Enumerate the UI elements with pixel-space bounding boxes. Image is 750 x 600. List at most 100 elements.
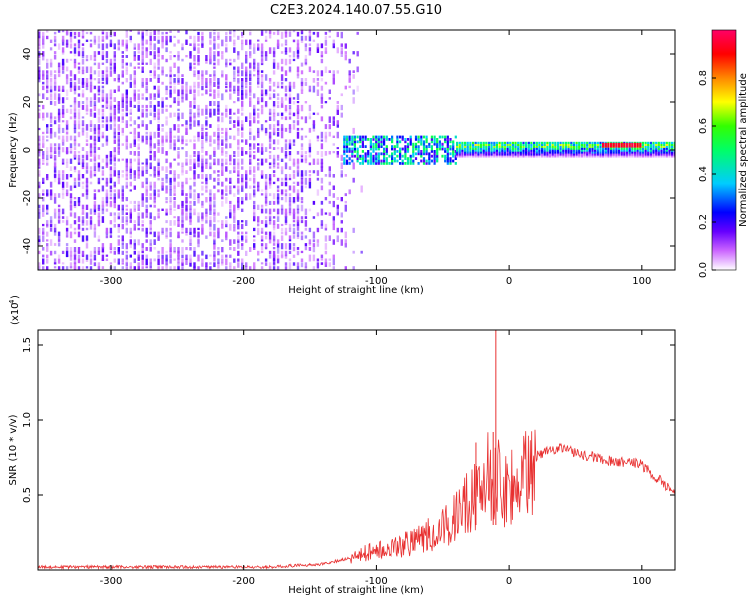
heatmap-cell-3709 xyxy=(649,145,652,148)
heatmap-cell-123 xyxy=(49,216,53,223)
heatmap-cell-1923 xyxy=(241,231,244,235)
heatmap-cell-892 xyxy=(129,174,132,180)
heatmap-cell-3723 xyxy=(655,149,658,152)
heatmap-cell-3404 xyxy=(548,147,552,150)
heatmap-cell-3007 xyxy=(420,154,423,158)
heatmap-cell-3327 xyxy=(522,141,525,144)
heatmap-cell-3379 xyxy=(541,149,544,152)
heatmap-cell-2173 xyxy=(268,193,272,197)
heatmap-cell-2711 xyxy=(340,174,343,178)
heatmap-cell-481 xyxy=(85,97,89,101)
heatmap-cell-1652 xyxy=(209,85,212,92)
heatmap-cell-1977 xyxy=(245,78,248,82)
heatmap-cell-1502 xyxy=(193,116,196,120)
heatmap-cell-2479 xyxy=(300,177,304,184)
y-tick-label-4: 40 xyxy=(22,48,33,61)
heatmap-cell-1564 xyxy=(201,212,204,219)
heatmap-cell-2117 xyxy=(260,78,264,85)
heatmap-cell-1962 xyxy=(245,231,248,235)
heatmap-cell-2673 xyxy=(332,200,335,208)
heatmap-cell-2852 xyxy=(369,147,372,151)
heatmap-cell-912 xyxy=(133,266,136,270)
heatmap-cell-2279 xyxy=(276,30,280,32)
heatmap-cell-1431 xyxy=(185,120,188,125)
heatmap-cell-512 xyxy=(89,108,93,113)
heatmap-cell-9 xyxy=(38,204,41,209)
heatmap-cell-2849 xyxy=(369,157,372,160)
heatmap-cell-2809 xyxy=(356,159,359,163)
heatmap-cell-2620 xyxy=(320,70,324,77)
heatmap-cell-3735 xyxy=(657,141,660,144)
heatmap-cell-3032 xyxy=(425,135,428,139)
heatmap-cell-2143 xyxy=(264,181,268,186)
heatmap-cell-779 xyxy=(117,147,120,153)
heatmap-cell-2087 xyxy=(257,39,260,42)
heatmap-cell-2679 xyxy=(332,135,335,138)
heatmap-cell-3547 xyxy=(596,149,599,152)
heatmap-cell-1907 xyxy=(237,81,240,85)
heatmap-cell-3182 xyxy=(474,143,477,146)
heatmap-cell-3065 xyxy=(436,142,439,146)
heatmap-cell-2250 xyxy=(276,208,280,215)
heatmap-cell-1399 xyxy=(181,93,184,99)
heatmap-cell-3276 xyxy=(506,147,509,150)
heatmap-cell-3548 xyxy=(596,147,599,150)
heatmap-cell-1027 xyxy=(141,31,144,39)
heatmap-cell-433 xyxy=(81,127,85,133)
heatmap-cell-3265 xyxy=(503,153,506,156)
heatmap-cell-675 xyxy=(105,31,109,38)
heatmap-cell-1150 xyxy=(157,254,160,258)
heatmap-cell-3251 xyxy=(498,149,501,152)
heatmap-cell-1219 xyxy=(161,31,164,35)
heatmap-cell-1229 xyxy=(165,212,168,216)
heatmap-cell-2468 xyxy=(300,258,304,262)
heatmap-cell-2046 xyxy=(253,108,256,116)
heatmap-cell-3303 xyxy=(514,141,517,144)
heatmap-cell-1567 xyxy=(201,193,204,196)
heatmap-cell-327 xyxy=(69,31,73,37)
heatmap-cell-1951 xyxy=(241,70,244,77)
heatmap-cell-649 xyxy=(105,200,109,207)
heatmap-cell-1367 xyxy=(177,55,180,61)
heatmap-cell-3165 xyxy=(469,145,472,148)
heatmap-cell-1119 xyxy=(153,197,156,203)
heatmap-cell-1067 xyxy=(145,30,148,32)
heatmap-cell-3015 xyxy=(422,159,426,163)
heatmap-cell-95 xyxy=(46,174,49,178)
heatmap-cell-864 xyxy=(125,97,128,104)
heatmap-cell-1092 xyxy=(149,139,152,146)
heatmap-cell-2546 xyxy=(308,112,312,118)
heatmap-cell-498 xyxy=(89,208,93,213)
heatmap-cell-1108 xyxy=(149,39,152,46)
heatmap-cell-248 xyxy=(61,104,65,109)
heatmap-cell-1288 xyxy=(169,81,172,84)
heatmap-cell-2766 xyxy=(343,152,346,156)
heatmap-cell-3128 xyxy=(458,155,461,158)
heatmap-cell-1980 xyxy=(245,66,248,72)
heatmap-cell-3688 xyxy=(644,155,647,158)
heatmap-cell-1339 xyxy=(177,247,180,254)
heatmap-cell-196 xyxy=(57,216,61,222)
heatmap-cell-2484 xyxy=(300,151,304,156)
heatmap-cell-1038 xyxy=(145,212,148,218)
heatmap-cell-849 xyxy=(125,181,128,188)
heatmap-cell-2860 xyxy=(372,154,375,158)
heatmap-cell-2442 xyxy=(296,193,300,200)
heatmap-cell-1802 xyxy=(225,62,228,68)
heatmap-cell-3696 xyxy=(647,155,650,158)
heatmap-cell-1729 xyxy=(217,93,220,99)
heatmap-cell-3322 xyxy=(522,151,525,154)
heatmap-cell-1873 xyxy=(233,31,236,38)
heatmap-cell-2168 xyxy=(268,220,272,225)
heatmap-cell-2817 xyxy=(359,162,362,165)
heatmap-cell-2153 xyxy=(264,93,268,97)
heatmap-cell-3634 xyxy=(625,151,629,154)
heatmap-cell-766 xyxy=(117,227,120,233)
heatmap-cell-2164 xyxy=(268,250,272,255)
heatmap-cell-447 xyxy=(81,51,85,56)
heatmap-cell-2021 xyxy=(253,247,256,250)
heatmap-cell-1646 xyxy=(209,124,212,128)
heatmap-cell-1984 xyxy=(245,39,248,46)
heatmap-cell-1641 xyxy=(209,162,212,170)
heatmap-cell-1047 xyxy=(145,166,148,172)
